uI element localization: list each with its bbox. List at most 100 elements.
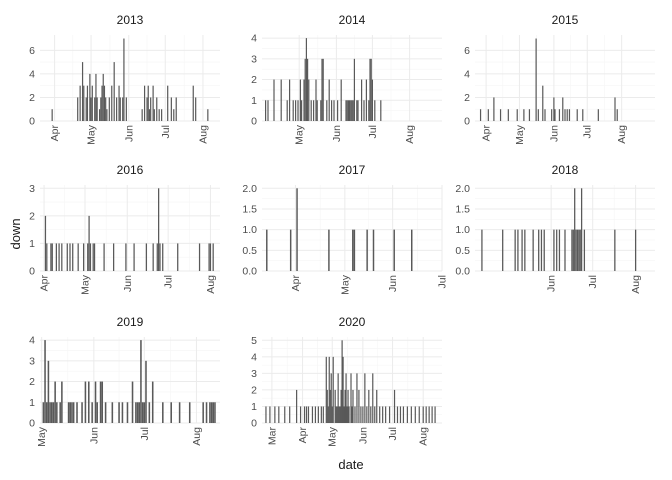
bar [352,389,354,423]
bar [575,229,577,271]
facet-panel-2016: 0 1 2 3 Apr May Jun Jul Aug 2016 [29,163,220,295]
bar [147,85,149,121]
bar [374,100,376,121]
x-tick-label: Apr [39,275,51,292]
bar [267,100,269,121]
bar [372,229,375,271]
x-tick-label: Mar [266,427,278,446]
bar [296,188,298,271]
bar [562,97,564,121]
bar [145,243,147,271]
x-tick-label: Jun [548,125,560,142]
bar [347,100,349,121]
bar [346,406,348,423]
bar [289,406,291,423]
bar [335,406,337,423]
bar [170,402,172,423]
bar [328,356,330,423]
bar [77,97,79,121]
bar [431,406,433,423]
bar [370,406,372,423]
bar [151,381,154,423]
bar [148,109,151,121]
x-axis-title: date [338,457,363,472]
bar [371,79,373,121]
bar [158,109,160,121]
bar [52,402,55,423]
bar [543,229,545,271]
bar [358,389,360,423]
bar [119,97,121,121]
bar [340,79,342,121]
x-tick-label: Jul [387,427,399,440]
bar [564,109,566,121]
bar [69,402,72,423]
bar [50,243,52,271]
bar [365,79,367,121]
bar [354,406,356,423]
bar [369,58,371,121]
bar [61,381,63,423]
bar [535,38,537,121]
bar [96,97,98,121]
bar [406,406,408,423]
x-tick-label: Apr [297,427,309,444]
facet-panel-2020: 0 1 2 3 4 5 Mar Apr May Jun Jul Aug 2020 [251,315,442,447]
bar [342,356,344,423]
bar [330,373,332,423]
bar [634,229,637,271]
bar [297,100,299,121]
bar [90,97,92,121]
bar [61,243,63,271]
y-tick-label: 1 [29,397,35,409]
bar [487,109,489,121]
bar [328,79,330,121]
bar [380,100,382,121]
bar [126,402,129,423]
bar [361,79,363,121]
bar [370,58,372,121]
bar [379,406,381,423]
bar [177,243,179,271]
bar [299,406,302,423]
bar [170,97,172,121]
bar [76,402,78,423]
bar [339,406,341,423]
bar [556,229,558,271]
x-tick-label: Jun [331,125,343,142]
bar [313,100,315,121]
y-tick-label: 4 [29,335,35,347]
bar [54,381,56,423]
bar [568,109,571,121]
bar [161,109,163,121]
bar [428,406,430,423]
bar [66,243,68,271]
bar [425,406,427,423]
bar [91,402,93,423]
bar [51,243,53,271]
bar [44,215,47,271]
bar [79,85,81,121]
x-tick-label: May [327,426,339,447]
bar [103,243,105,271]
bar [158,188,160,271]
bar [69,243,71,271]
x-tick-label: May [80,274,92,295]
bar [326,389,328,423]
y-tick-label: 0.0 [455,266,470,278]
y-tick-label: 2.0 [455,183,470,195]
bar [337,373,339,423]
x-tick-label: Jun [123,125,135,142]
bar [516,109,518,121]
bar [92,243,94,271]
x-tick-label: Aug [404,125,416,144]
bar [55,243,57,271]
bar [434,406,436,423]
bar [345,373,347,423]
bar [47,360,50,423]
y-tick-label: 0 [251,418,257,430]
bar [88,215,90,271]
bar [71,402,73,423]
x-tick-label: Aug [418,427,430,446]
bar [331,406,333,423]
